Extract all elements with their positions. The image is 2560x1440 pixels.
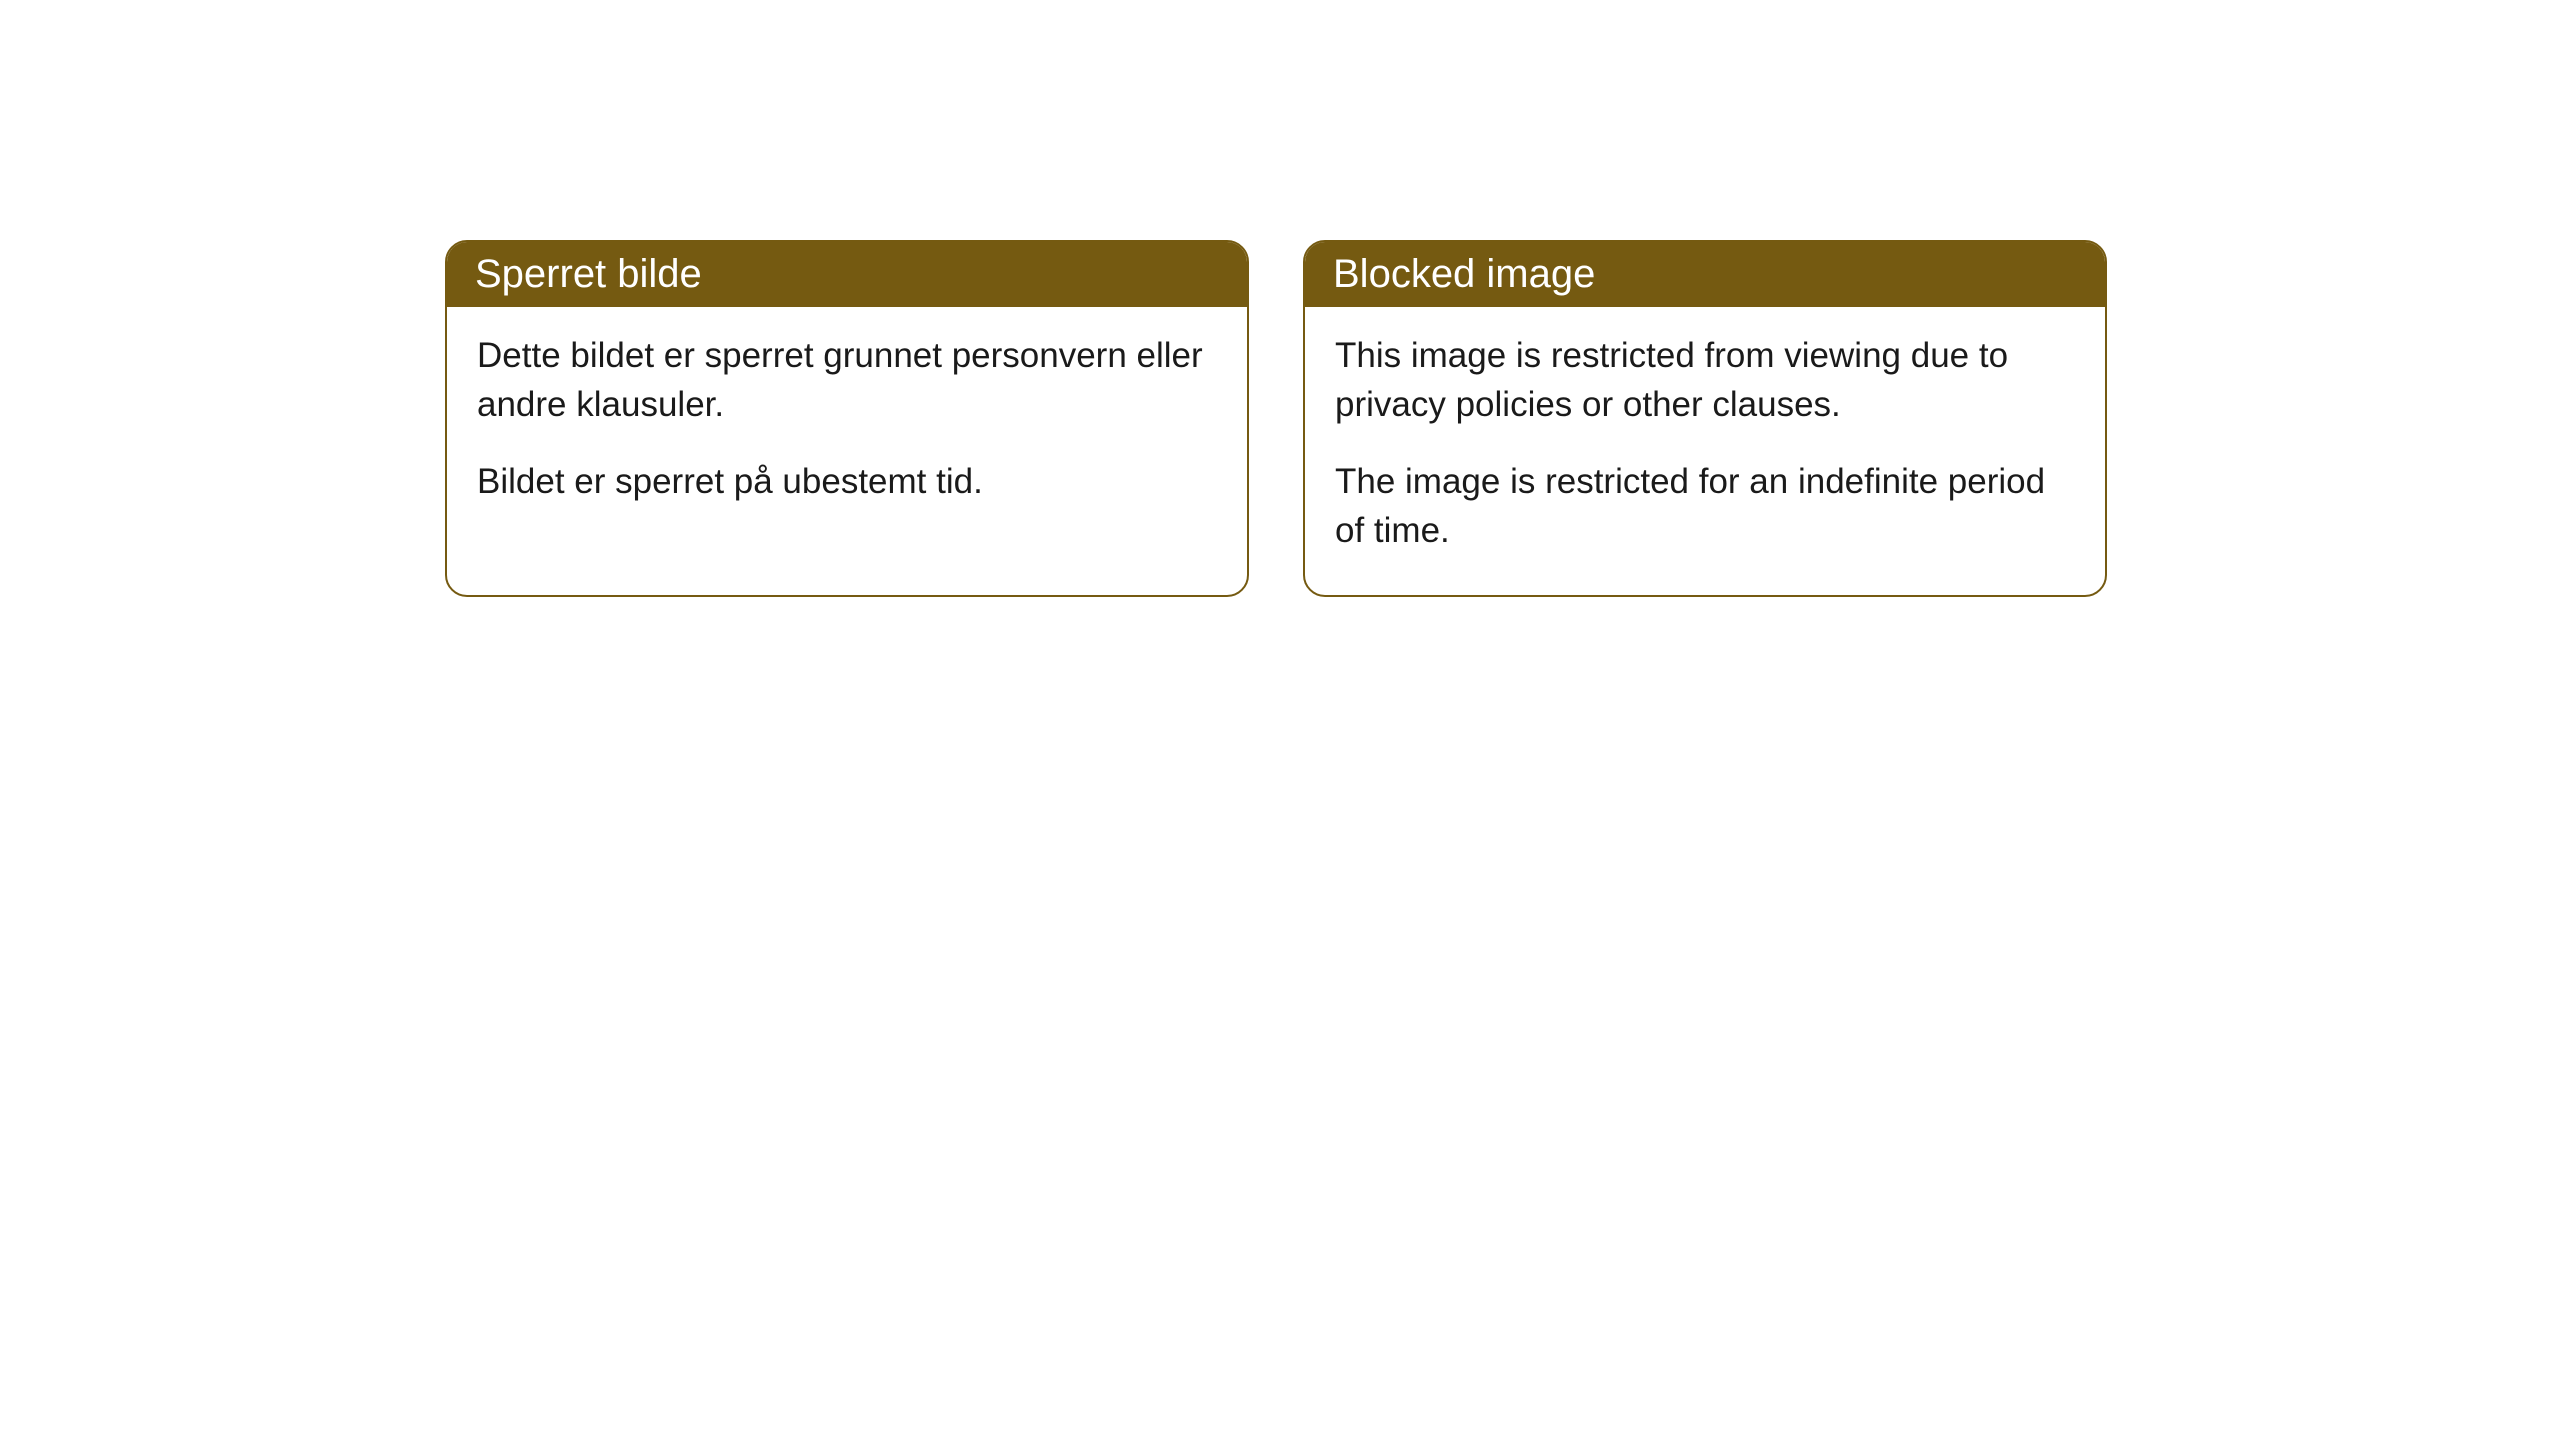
card-header-english: Blocked image xyxy=(1305,242,2105,307)
card-body-english: This image is restricted from viewing du… xyxy=(1305,307,2105,595)
card-paragraph: The image is restricted for an indefinit… xyxy=(1335,457,2075,555)
card-title: Blocked image xyxy=(1333,252,1595,296)
card-body-norwegian: Dette bildet er sperret grunnet personve… xyxy=(447,307,1247,546)
cards-container: Sperret bilde Dette bildet er sperret gr… xyxy=(0,0,2560,597)
blocked-image-card-english: Blocked image This image is restricted f… xyxy=(1303,240,2107,597)
blocked-image-card-norwegian: Sperret bilde Dette bildet er sperret gr… xyxy=(445,240,1249,597)
card-paragraph: Dette bildet er sperret grunnet personve… xyxy=(477,331,1217,429)
card-paragraph: This image is restricted from viewing du… xyxy=(1335,331,2075,429)
card-paragraph: Bildet er sperret på ubestemt tid. xyxy=(477,457,1217,506)
card-header-norwegian: Sperret bilde xyxy=(447,242,1247,307)
card-title: Sperret bilde xyxy=(475,252,702,296)
